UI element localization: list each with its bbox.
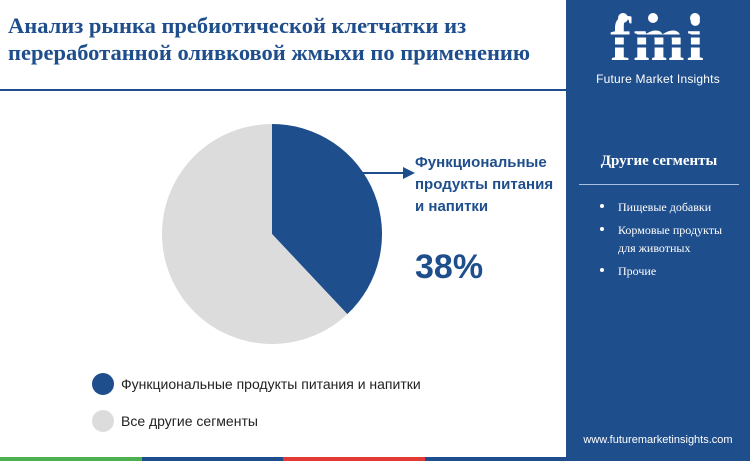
sidebar-item: Прочие [597,262,742,280]
title-divider [0,89,566,91]
legend-swatch-1 [92,373,114,395]
sidebar-list: Пищевые добавки Кормовые продукты для жи… [597,198,742,285]
footer-color-bar [0,457,566,461]
footer-segment-3 [283,457,425,461]
sidebar-heading: Другие сегменты [600,153,718,169]
legend-label-2: Все другие сегменты [121,413,258,429]
website-link[interactable]: www.futuremarketinsights.com [583,434,733,446]
sidebar: fmi Future Market Insights Другие сегмен… [566,0,750,461]
callout-arrow-icon [355,167,415,179]
callout-label: Функциональные продукты питания и напитк… [415,154,554,215]
legend-swatch-2 [92,410,114,432]
bullet-icon [600,227,604,231]
bullet-icon [600,268,604,272]
pie-chart-svg [161,124,382,344]
sidebar-item-label: Прочие [618,264,657,278]
logo-tagline: Future Market Insights [596,72,720,86]
sidebar-item-label: Пищевые добавки [618,200,712,214]
page-title: Анализ рынка пребиотической клетчатки из… [8,13,531,65]
footer-segment-2 [141,457,283,461]
callout-value: 38% [415,248,484,286]
sidebar-item-label: Кормовые продукты для животных [618,223,723,255]
footer-segment-1 [0,457,142,461]
fmi-logo-icon: fmi [586,6,730,74]
legend-label-1: Функциональные продукты питания и напитк… [121,376,421,392]
sidebar-item: Кормовые продукты для животных [597,221,742,257]
pie-slice-1 [272,124,382,315]
pie-chart [160,122,384,346]
pie-slice-2 [161,124,348,344]
sidebar-item: Пищевые добавки [597,198,742,216]
bullet-icon [600,204,604,208]
footer-segment-4 [424,457,566,461]
fmi-logo: fmi Future Market Insights [566,6,750,86]
sidebar-divider [579,184,739,185]
